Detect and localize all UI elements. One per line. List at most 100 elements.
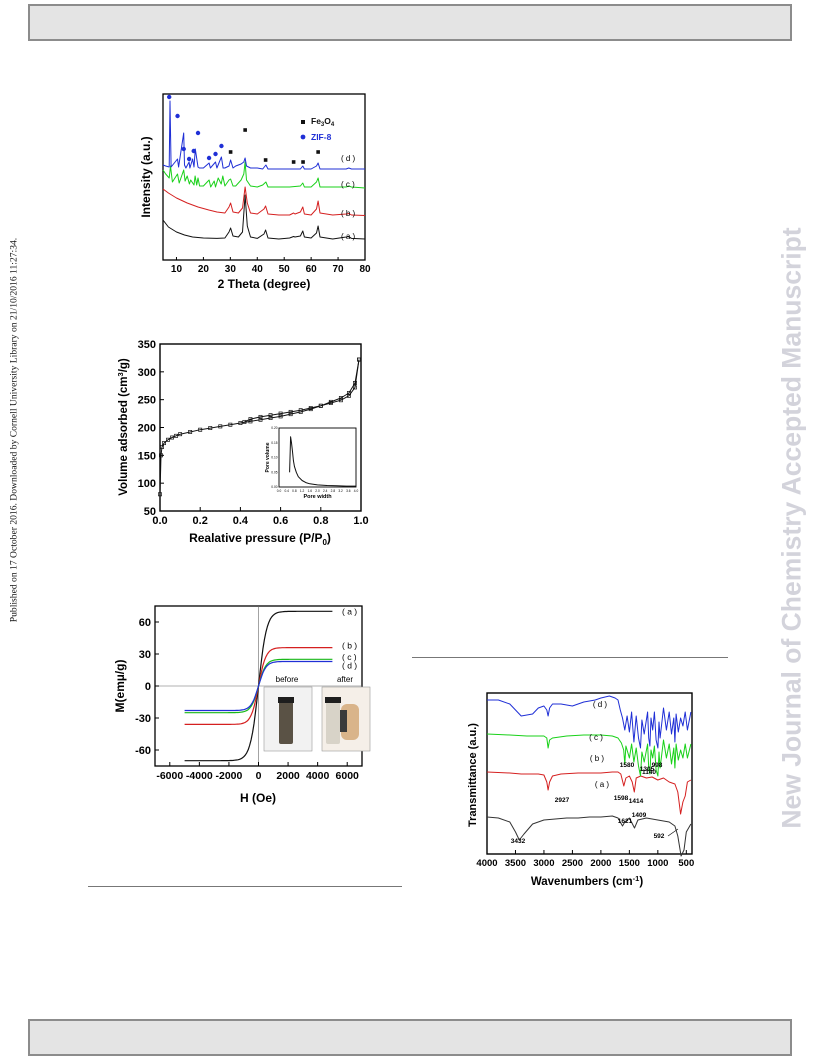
vsm-x-tick-label: 6000	[336, 770, 360, 782]
xrd-x-tick-label: 50	[279, 264, 291, 275]
vsm-x-tick-label: -6000	[156, 770, 183, 782]
inset-y-axis-label: Pore volume	[265, 442, 271, 472]
magnetization-chart: before after -6000 -4000 -2000 0 2000 4000 600…	[113, 605, 371, 805]
column-rule-left	[88, 886, 402, 887]
ftir-x-tick-label: 1500	[619, 858, 640, 869]
vsm-y-tick-label: -60	[135, 745, 151, 757]
inset-x-tick-label: 1.6	[308, 489, 313, 493]
ftir-series-label: ( a )	[595, 780, 610, 789]
inset-pore-curve	[289, 436, 356, 487]
ftir-series-2	[486, 771, 692, 815]
xrd-series-label: ( d )	[341, 154, 356, 163]
vsm-x-tick-label: 2000	[276, 770, 300, 782]
bet-data-point	[188, 430, 193, 434]
inset-y-tick-label: 0.10	[271, 456, 277, 460]
bet-x-tick-label: 0.8	[313, 515, 328, 527]
fe3o4-peak-marker	[228, 150, 233, 154]
ftir-x-tick-label: 4000	[476, 858, 497, 869]
ftir-peak-annotation: 1580	[620, 762, 635, 769]
bet-y-tick-label: 250	[138, 395, 156, 407]
xrd-series-2	[162, 186, 366, 216]
vsm-y-tick-label: 60	[139, 617, 151, 629]
fe3o4-peak-marker	[263, 158, 268, 162]
bet-data-point	[160, 445, 164, 449]
inset-y-tick-label: 0.20	[271, 426, 277, 430]
inset-x-tick-label: 1.2	[300, 489, 305, 493]
bet-data-point	[328, 401, 333, 405]
bet-data-point	[308, 406, 313, 410]
xrd-series-1	[162, 194, 366, 240]
ftir-x-tick-label: 2000	[590, 858, 611, 869]
bet-data-point	[258, 414, 263, 419]
xrd-x-tick-label: 60	[306, 264, 318, 275]
bet-data-point	[248, 419, 253, 424]
bet-data-point	[288, 409, 293, 414]
publication-note-text: Published on 17 October 2016. Downloaded…	[8, 237, 20, 623]
ftir-series-3	[486, 733, 692, 777]
inset-x-tick-label: 2.0	[315, 489, 320, 493]
xrd-x-tick-label: 10	[171, 264, 183, 275]
bet-data-point	[238, 421, 243, 425]
inset-x-tick-label: 4.0	[354, 489, 359, 493]
bet-data-point	[268, 413, 273, 418]
fe3o4-peak-marker	[316, 150, 320, 154]
legend-fe3o4: Fe3O4	[311, 116, 335, 128]
vsm-x-tick-label: 0	[256, 770, 262, 782]
bet-y-tick-label: 100	[138, 478, 156, 490]
bet-data-point	[170, 435, 175, 440]
vsm-x-axis-label: H (Oe)	[240, 791, 276, 805]
bet-data-point	[258, 417, 263, 422]
bet-y-tick-label: 150	[138, 450, 156, 462]
vsm-x-tick-label: -2000	[215, 770, 242, 782]
xrd-x-tick-label: 20	[198, 264, 210, 275]
ftir-series-1	[486, 815, 692, 857]
inset-x-tick-label: 2.4	[323, 489, 328, 493]
zif8-peak-marker	[186, 156, 192, 162]
bet-data-point	[218, 424, 223, 429]
ftir-peak-annotation: 2927	[555, 797, 570, 804]
xrd-legend: Fe3O4 ZIF-8	[300, 116, 335, 142]
bet-data-point	[174, 433, 179, 438]
ftir-peak-annotation: 1409	[632, 812, 647, 819]
vsm-series-label: ( d )	[342, 661, 357, 671]
bet-data-point	[178, 432, 183, 437]
zif8-peak-marker	[166, 94, 172, 100]
ftir-chart: 4000 3500 3000 2500 2000 1500 1000 500 ( a ) ( b…	[467, 692, 694, 888]
ftir-y-axis-label: Transmittance (a.u.)	[467, 723, 479, 827]
xrd-series-label: ( c )	[341, 180, 355, 189]
journal-watermark-text: New Journal of Chemistry Accepted Manusc…	[776, 226, 807, 829]
fe3o4-peak-marker	[243, 128, 247, 132]
column-rule-right	[412, 657, 728, 658]
inset-y-tick-label: 0.15	[271, 441, 277, 445]
zif8-peak-marker	[213, 151, 218, 157]
ftir-peak-annotation: 1621	[618, 818, 633, 825]
fe3o4-peak-marker	[291, 160, 296, 164]
bet-data-point	[198, 427, 203, 432]
bet-data-point	[357, 357, 361, 362]
page-footer-bar	[28, 1019, 792, 1056]
inset-x-tick-label: 0.8	[292, 489, 297, 493]
zif8-peak-marker	[219, 143, 224, 149]
bet-x-tick-label: 0.0	[152, 515, 167, 527]
inset-x-tick-label: 2.8	[331, 489, 336, 493]
vsm-x-tick-label: -4000	[186, 770, 213, 782]
ftir-peak-annotation: 1414	[629, 798, 644, 805]
inset-x-axis-label: Pore width	[303, 494, 332, 500]
vsm-curve-4	[184, 660, 333, 712]
xrd-chart: 10 20 30 40 50 60 70 80 ( a ) ( b ) ( c ) ( d ) Fe…	[139, 93, 371, 291]
bet-data-point	[346, 393, 351, 398]
ftir-x-tick-label: 2500	[562, 858, 583, 869]
bet-data-point	[166, 437, 170, 442]
vsm-y-tick-label: -30	[135, 713, 151, 725]
inset-x-tick-label: 3.2	[338, 489, 343, 493]
vsm-y-tick-label: 30	[139, 649, 151, 661]
bet-branch-2	[244, 359, 360, 423]
xrd-x-tick-label: 70	[333, 264, 345, 275]
xrd-series-label: ( a )	[341, 232, 356, 241]
ftir-peak-annotation: 1598	[614, 795, 629, 802]
ftir-series-label: ( b )	[590, 754, 605, 763]
inset-x-tick-label: 0.4	[284, 489, 289, 493]
ftir-peak-annotation: 998	[652, 762, 663, 769]
vsm-series-label: ( a )	[342, 606, 357, 616]
bet-data-point	[158, 492, 162, 497]
